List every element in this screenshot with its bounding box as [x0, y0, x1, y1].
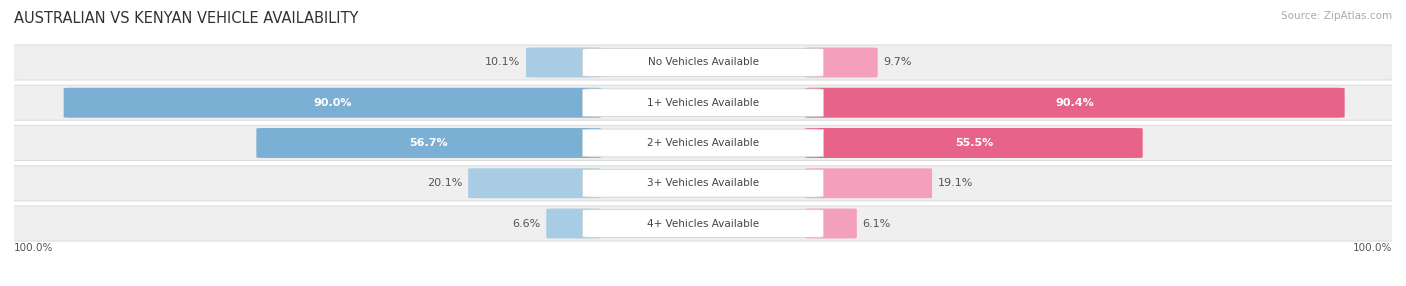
FancyBboxPatch shape: [806, 128, 1143, 158]
Text: 55.5%: 55.5%: [955, 138, 993, 148]
Text: 9.7%: 9.7%: [883, 57, 911, 67]
FancyBboxPatch shape: [547, 208, 600, 239]
Text: 100.0%: 100.0%: [1353, 243, 1392, 253]
FancyBboxPatch shape: [4, 166, 1402, 201]
Text: 6.1%: 6.1%: [862, 219, 890, 229]
Text: 6.6%: 6.6%: [513, 219, 541, 229]
FancyBboxPatch shape: [4, 45, 1402, 80]
Text: Source: ZipAtlas.com: Source: ZipAtlas.com: [1281, 11, 1392, 21]
FancyBboxPatch shape: [806, 208, 856, 239]
FancyBboxPatch shape: [4, 206, 1402, 241]
Text: 2+ Vehicles Available: 2+ Vehicles Available: [647, 138, 759, 148]
Text: 56.7%: 56.7%: [409, 138, 449, 148]
FancyBboxPatch shape: [526, 47, 600, 78]
FancyBboxPatch shape: [806, 88, 1344, 118]
FancyBboxPatch shape: [4, 85, 1402, 120]
FancyBboxPatch shape: [582, 210, 824, 237]
FancyBboxPatch shape: [468, 168, 600, 198]
FancyBboxPatch shape: [582, 49, 824, 76]
Text: 19.1%: 19.1%: [938, 178, 973, 188]
Text: 3+ Vehicles Available: 3+ Vehicles Available: [647, 178, 759, 188]
Text: 90.4%: 90.4%: [1056, 98, 1094, 108]
FancyBboxPatch shape: [256, 128, 600, 158]
FancyBboxPatch shape: [63, 88, 600, 118]
Text: 90.0%: 90.0%: [314, 98, 352, 108]
Text: 4+ Vehicles Available: 4+ Vehicles Available: [647, 219, 759, 229]
Text: 10.1%: 10.1%: [485, 57, 520, 67]
Text: AUSTRALIAN VS KENYAN VEHICLE AVAILABILITY: AUSTRALIAN VS KENYAN VEHICLE AVAILABILIT…: [14, 11, 359, 26]
FancyBboxPatch shape: [806, 168, 932, 198]
FancyBboxPatch shape: [4, 126, 1402, 160]
Text: 1+ Vehicles Available: 1+ Vehicles Available: [647, 98, 759, 108]
FancyBboxPatch shape: [806, 47, 877, 78]
Text: 20.1%: 20.1%: [427, 178, 463, 188]
FancyBboxPatch shape: [582, 89, 824, 117]
FancyBboxPatch shape: [582, 129, 824, 157]
FancyBboxPatch shape: [582, 169, 824, 197]
Text: No Vehicles Available: No Vehicles Available: [648, 57, 758, 67]
Text: 100.0%: 100.0%: [14, 243, 53, 253]
